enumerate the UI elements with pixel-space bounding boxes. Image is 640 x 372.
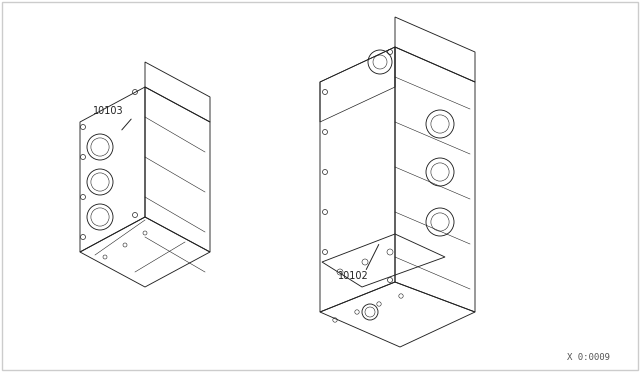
Text: 10103: 10103 xyxy=(93,106,124,116)
Text: 10102: 10102 xyxy=(338,271,369,281)
Text: X 0:0009: X 0:0009 xyxy=(567,353,610,362)
